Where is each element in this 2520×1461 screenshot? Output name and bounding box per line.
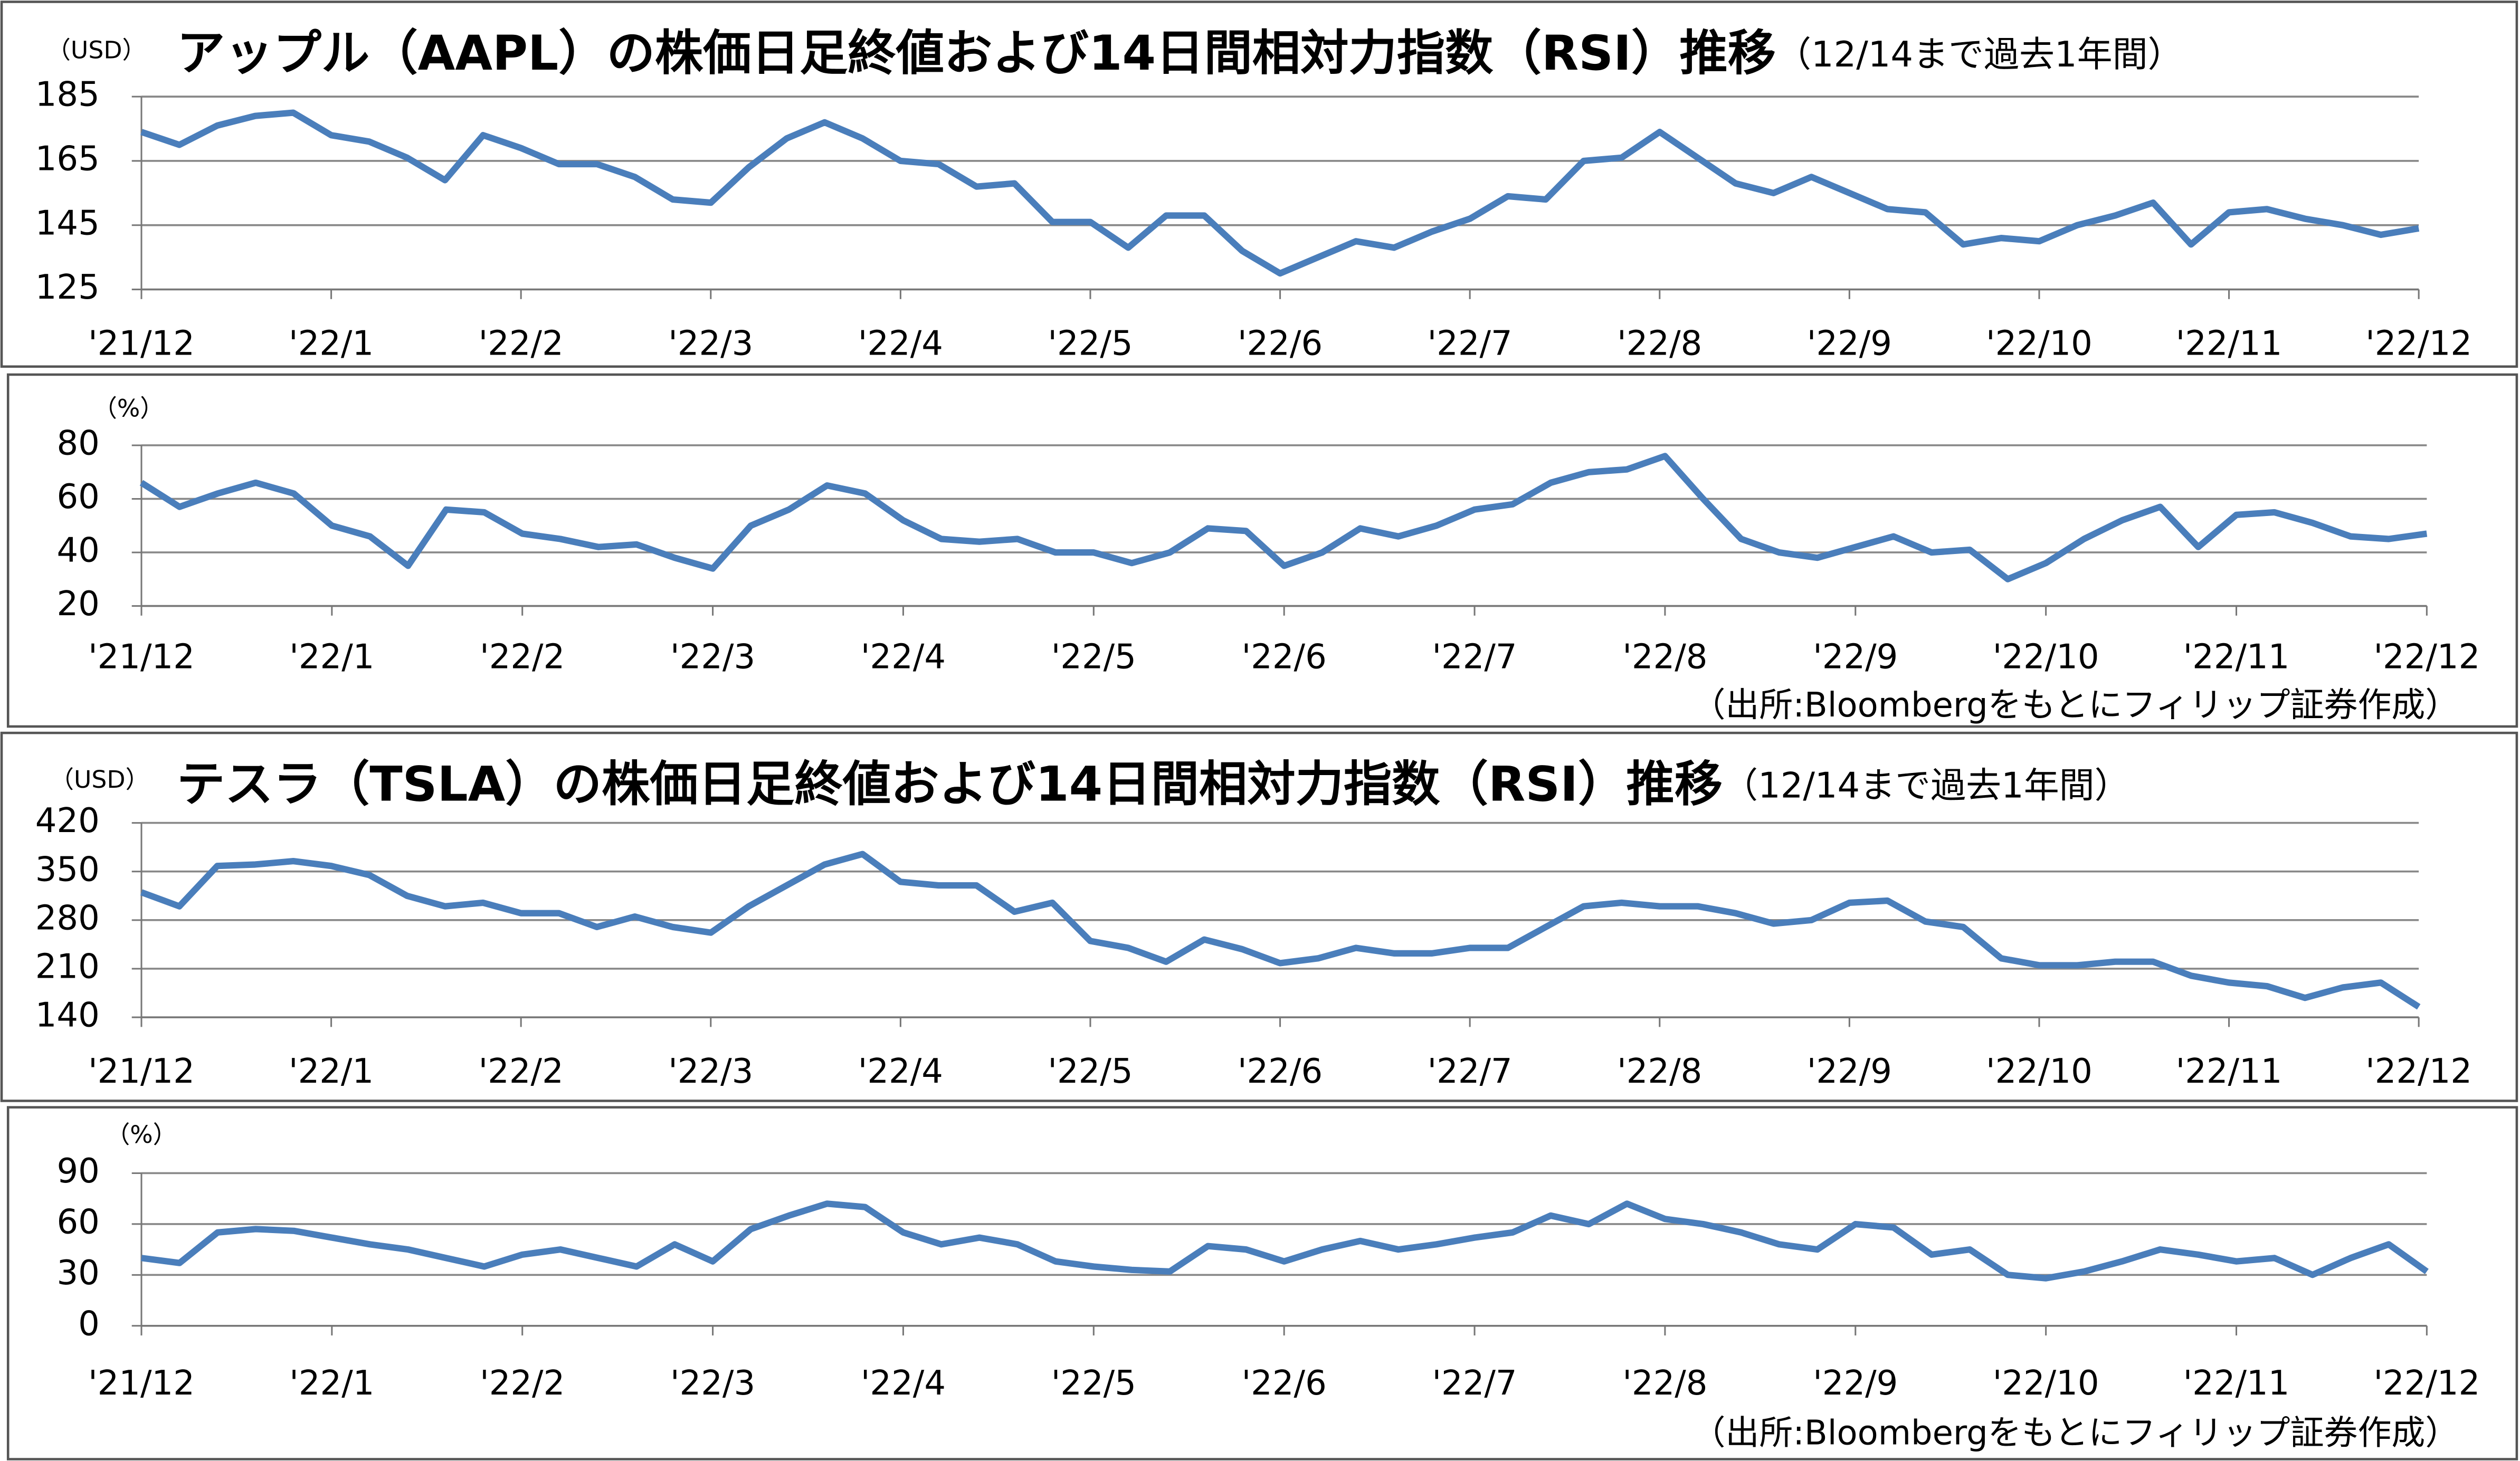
y-tick-label: 60 <box>56 1202 99 1242</box>
x-tick-label: '22/12 <box>2365 324 2472 364</box>
y-tick-label: 280 <box>35 899 100 938</box>
x-tick-label: '22/5 <box>1048 1052 1133 1091</box>
x-tick-label: '22/3 <box>670 638 755 677</box>
x-tick-label: '22/1 <box>289 638 374 677</box>
x-tick-label: '22/7 <box>1428 324 1513 364</box>
chart-panel: （%） 0 30 60 90 '21/12 '22/1 '22/2 '22/3 '22/4 '22/… <box>6 1106 2518 1460</box>
x-tick-label: '22/8 <box>1622 1364 1707 1403</box>
x-tick-label: '22/2 <box>480 1364 565 1403</box>
x-tick-label: '22/4 <box>861 638 946 677</box>
x-tick-label: '22/7 <box>1428 1052 1513 1091</box>
x-tick-label: '22/3 <box>668 324 753 364</box>
x-tick-label: '22/2 <box>480 638 565 677</box>
y-tick-label: 30 <box>56 1254 99 1293</box>
y-tick-label: 0 <box>78 1304 100 1343</box>
y-tick-label: 420 <box>35 801 100 841</box>
x-tick-label: '22/4 <box>858 324 943 364</box>
title-main: テスラ（TSLA）の株価日足終値および14日間相対力指数（RSI）推移 <box>177 756 1723 812</box>
panel-border <box>0 731 2518 1102</box>
panel-border <box>6 1106 2518 1460</box>
x-tick-label: '22/1 <box>289 324 374 364</box>
x-tick-label: '22/5 <box>1048 324 1133 364</box>
x-tick-label: '22/6 <box>1238 1052 1323 1091</box>
y-unit: （USD） <box>46 36 146 64</box>
x-tick-label: '21/12 <box>88 1364 195 1403</box>
x-tick-label: '22/6 <box>1238 324 1323 364</box>
y-tick-label: 80 <box>56 424 99 463</box>
title-main: アップル（AAPL）の株価日足終値および14日間相対力指数（RSI）推移 <box>177 25 1776 81</box>
x-tick-label: '22/11 <box>2176 324 2283 364</box>
x-tick-label: '22/11 <box>2176 1052 2283 1091</box>
x-tick-label: '22/3 <box>670 1364 755 1403</box>
y-unit: （%） <box>93 394 164 422</box>
x-tick-label: '22/10 <box>1993 1364 2099 1403</box>
x-tick-label: '22/8 <box>1617 1052 1702 1091</box>
x-tick-label: '22/6 <box>1242 638 1327 677</box>
y-tick-label: 210 <box>35 948 100 987</box>
y-tick-label: 90 <box>56 1152 99 1191</box>
price-line <box>140 851 2421 1010</box>
x-tick-label: '22/11 <box>2183 1364 2290 1403</box>
y-tick-label: 185 <box>35 75 100 114</box>
x-tick-label: '22/1 <box>289 1052 374 1091</box>
chart-title: アップル（AAPL）の株価日足終値および14日間相対力指数（RSI）推移（12/… <box>177 25 2183 81</box>
x-tick-label: '22/12 <box>2373 1364 2480 1403</box>
panel-border <box>0 1 2518 368</box>
x-tick-label: '22/7 <box>1432 638 1517 677</box>
x-tick-label: '22/6 <box>1242 1364 1327 1403</box>
x-tick-label: '21/12 <box>88 638 195 677</box>
price-line <box>139 453 2428 583</box>
y-tick-label: 60 <box>56 478 99 517</box>
x-tick-label: '22/9 <box>1807 1052 1892 1091</box>
y-unit: （USD） <box>50 766 149 794</box>
subtitle: （12/14まで過去1年間） <box>1723 765 2130 806</box>
x-tick-label: '22/3 <box>668 1052 753 1091</box>
subtitle: （12/14まで過去1年間） <box>1776 34 2183 75</box>
x-tick-label: '22/4 <box>861 1364 946 1403</box>
y-tick-label: 165 <box>35 140 100 179</box>
x-tick-label: '22/5 <box>1051 1364 1136 1403</box>
price-line <box>140 109 2420 277</box>
x-tick-label: '22/9 <box>1813 638 1898 677</box>
x-tick-label: '22/5 <box>1051 638 1136 677</box>
x-tick-label: '22/2 <box>479 324 564 364</box>
x-tick-label: '22/1 <box>289 1364 374 1403</box>
chart-title: テスラ（TSLA）の株価日足終値および14日間相対力指数（RSI）推移（12/1… <box>177 756 2130 812</box>
panel-border <box>6 373 2518 728</box>
x-tick-label: '22/11 <box>2183 638 2290 677</box>
chart-panel: （%） 20 40 60 80 '21/12 '22/1 '22/2 '22/3 '22/4 '22… <box>6 373 2518 728</box>
x-tick-label: '22/10 <box>1986 324 2093 364</box>
x-tick-label: '22/12 <box>2365 1052 2472 1091</box>
x-tick-label: '21/12 <box>88 324 195 364</box>
x-tick-label: '21/12 <box>88 1052 195 1091</box>
x-tick-label: '22/10 <box>1986 1052 2093 1091</box>
chart-panel: アップル（AAPL）の株価日足終値および14日間相対力指数（RSI）推移（12/… <box>0 1 2518 368</box>
x-tick-label: '22/8 <box>1617 324 1702 364</box>
x-tick-label: '22/7 <box>1432 1364 1517 1403</box>
x-tick-label: '22/10 <box>1993 638 2099 677</box>
price-line <box>141 1200 2429 1282</box>
chart-panel: テスラ（TSLA）の株価日足終値および14日間相対力指数（RSI）推移（12/1… <box>0 731 2518 1102</box>
y-tick-label: 350 <box>35 850 100 889</box>
y-tick-label: 20 <box>56 585 99 624</box>
y-unit: （%） <box>106 1121 177 1149</box>
x-tick-label: '22/8 <box>1622 638 1707 677</box>
x-tick-label: '22/4 <box>858 1052 943 1091</box>
x-tick-label: '22/12 <box>2373 638 2480 677</box>
y-tick-label: 140 <box>35 996 100 1035</box>
x-tick-label: '22/2 <box>479 1052 564 1091</box>
y-tick-label: 125 <box>35 268 100 307</box>
x-tick-label: '22/9 <box>1807 324 1892 364</box>
source-note: （出所:Bloombergをもとにフィリップ証券作成） <box>1692 686 2459 725</box>
y-tick-label: 40 <box>56 531 99 570</box>
y-tick-label: 145 <box>35 204 100 243</box>
source-note: （出所:Bloombergをもとにフィリップ証券作成） <box>1692 1414 2459 1453</box>
x-tick-label: '22/9 <box>1813 1364 1898 1403</box>
